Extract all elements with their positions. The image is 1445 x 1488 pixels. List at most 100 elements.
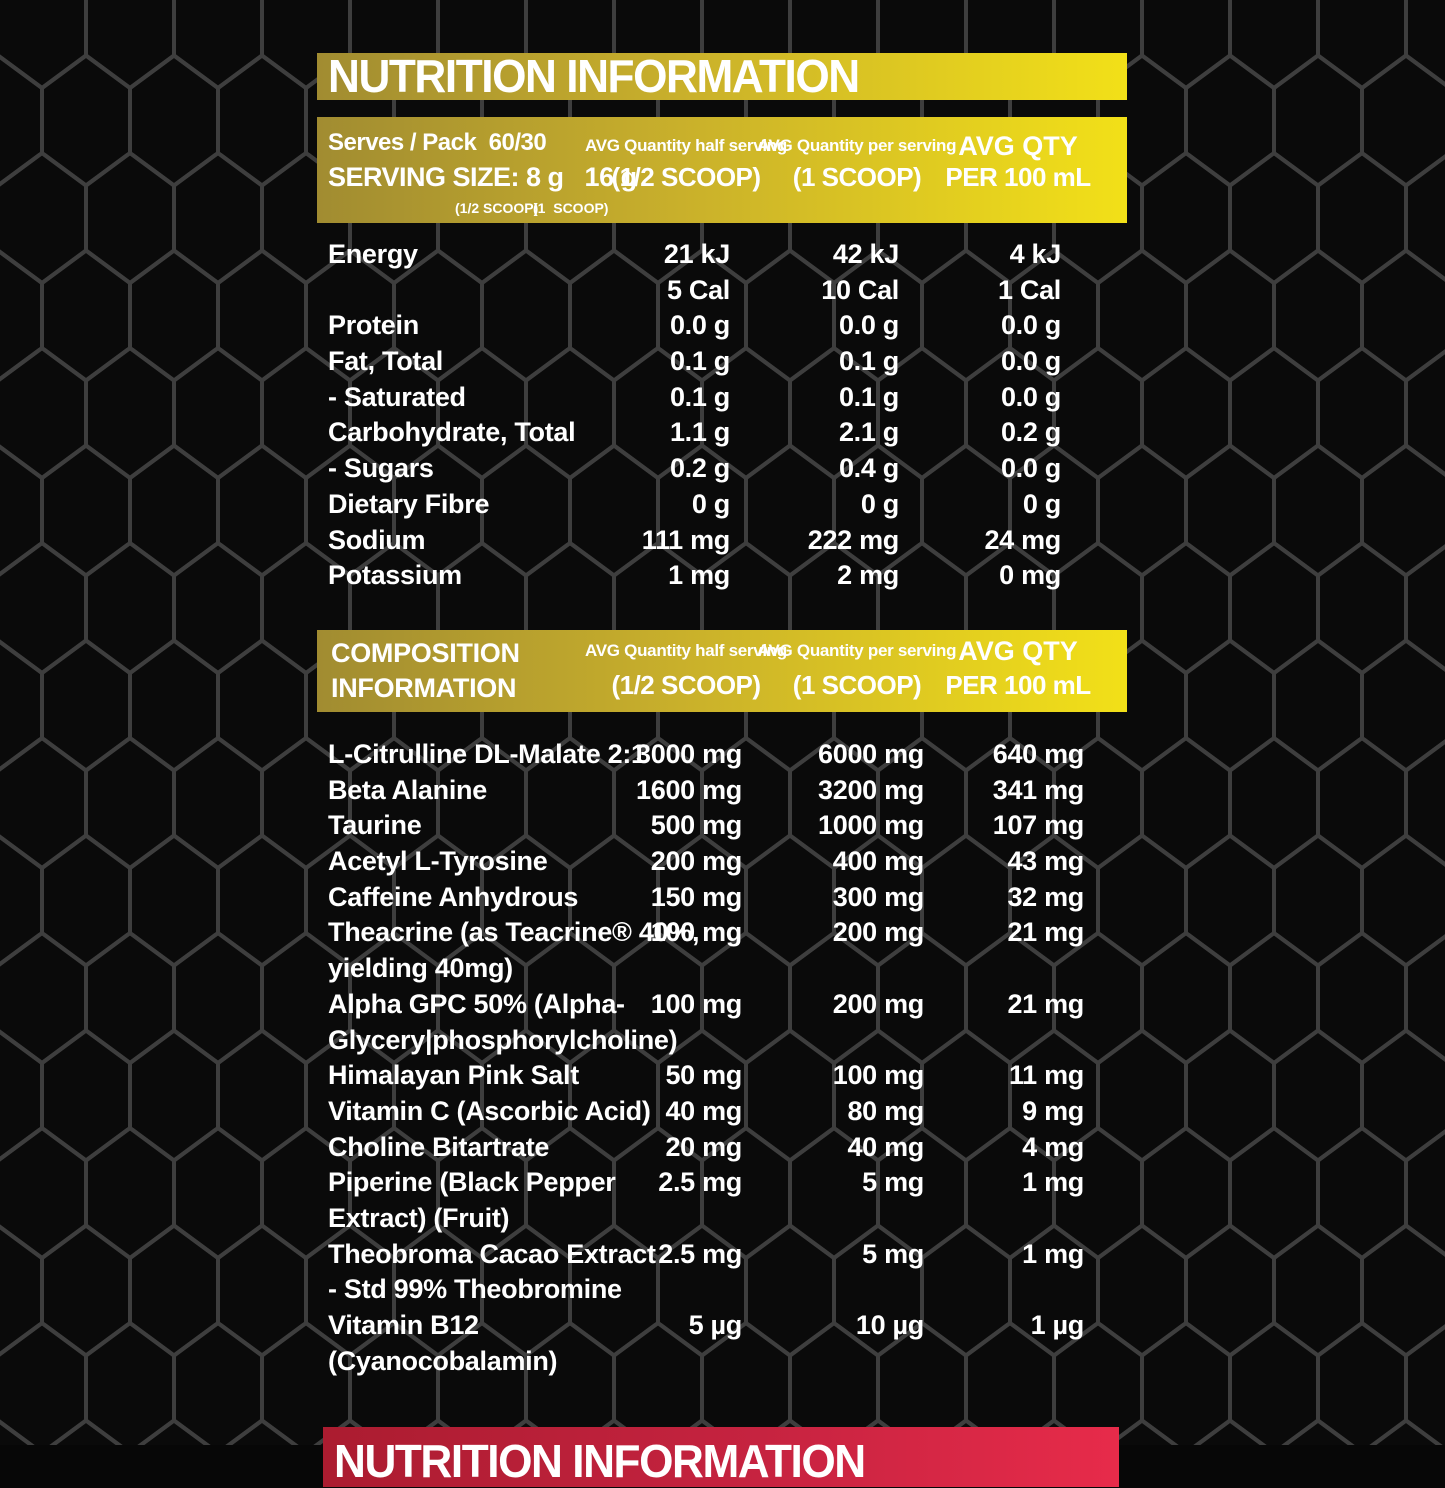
value-per-serving: 300 mg <box>832 881 925 912</box>
row-label: Sodium <box>328 524 426 555</box>
value-per-serving: 0.1 g <box>838 346 899 377</box>
value-per-serving: 5 mg <box>862 1167 924 1198</box>
value-per-serving: 222 mg <box>807 524 900 555</box>
row-label: Energy <box>328 239 418 269</box>
row-label: Piperine (Black Pepper <box>328 1167 616 1198</box>
value-per-100ml: 0.2 g <box>1000 417 1061 448</box>
table-row: Alpha GPC 50% (Alpha- Glycery|phosphorylc… <box>317 987 1127 1058</box>
value-per-100ml: 21 mg <box>1007 917 1084 948</box>
value-per-serving: 5 mg <box>862 1238 924 1269</box>
column-header-one-scoop: (1 SCOOP) <box>792 162 922 192</box>
value-per-100ml: 341 mg <box>992 774 1085 805</box>
value-half-serving: 0 g <box>691 488 730 519</box>
value-half-serving: 1 mg <box>668 560 730 591</box>
table-row: Piperine (Black Pepper Extract) (Fruit) 2.… <box>317 1165 1127 1236</box>
column-header-per-serving: AVG Quantity per serving <box>757 641 957 660</box>
value-per-100ml: 1 µg <box>1030 1310 1085 1341</box>
table-row: Choline Bitartrate 20 mg 40 mg 4 mg <box>317 1130 1127 1166</box>
value-per-100ml: 107 mg <box>992 810 1085 841</box>
value-half-serving: 21 kJ <box>663 239 730 269</box>
table-row: Beta Alanine 1600 mg 3200 mg 341 mg <box>317 773 1127 809</box>
value-per-100ml: 1 Cal <box>997 274 1061 305</box>
table-row: Caffeine Anhydrous 150 mg 300 mg 32 mg <box>317 880 1127 916</box>
table-row: - Saturated 0.1 g 0.1 g 0.0 g <box>317 380 1127 416</box>
value-per-100ml: 0.0 g <box>1000 381 1061 412</box>
value-half-serving: 2.5 mg <box>658 1167 742 1198</box>
value-per-serving: 6000 mg <box>818 739 924 769</box>
value-half-serving: 100 mg <box>650 988 743 1019</box>
value-per-100ml: 0 mg <box>999 560 1061 591</box>
value-per-serving: 0 g <box>860 488 899 519</box>
bottom-nutrition-information-title: NUTRITION INFORMATION <box>334 1435 866 1487</box>
table-row: Theobroma Cacao Extract - Std 99% Theobro… <box>317 1237 1127 1308</box>
value-per-100ml: 4 mg <box>1022 1131 1084 1162</box>
serving-size-sub-half-scoop: (1/2 SCOOP) <box>455 200 539 216</box>
column-header-half-scoop: (1/2 SCOOP) <box>611 670 761 700</box>
column-header-per-100ml: PER 100 mL <box>945 162 1091 192</box>
value-half-serving: 1600 mg <box>636 774 742 805</box>
table-row: Energy 21 kJ 42 kJ 4 kJ <box>317 237 1127 273</box>
row-label: Dietary Fibre <box>328 488 490 519</box>
composition-title-line2: INFORMATION <box>331 673 517 703</box>
row-label-line2: yielding 40mg) <box>328 953 513 984</box>
value-per-serving: 1000 mg <box>818 810 924 841</box>
value-half-serving: 100 mg <box>650 917 743 948</box>
table-row: Taurine 500 mg 1000 mg 107 mg <box>317 808 1127 844</box>
value-half-serving: 0.2 g <box>669 453 730 484</box>
row-label: Caffeine Anhydrous <box>328 881 579 912</box>
value-per-serving: 0.1 g <box>838 381 899 412</box>
value-per-100ml: 0.0 g <box>1000 310 1061 341</box>
value-per-serving: 200 mg <box>832 988 925 1019</box>
row-label: Taurine <box>328 810 422 841</box>
row-label: Beta Alanine <box>328 774 487 805</box>
serving-header: Serves / Pack 60/30 SERVING SIZE: 8 g 16… <box>317 117 1127 223</box>
row-label: Fat, Total <box>328 346 443 377</box>
table-row: Dietary Fibre 0 g 0 g 0 g <box>317 487 1127 523</box>
column-header-avg-qty: AVG QTY <box>958 636 1078 666</box>
value-per-serving: 100 mg <box>832 1060 925 1091</box>
row-label: Alpha GPC 50% (Alpha- <box>328 988 625 1019</box>
serves-per-pack: Serves / Pack 60/30 <box>328 129 547 156</box>
value-per-100ml: 1 mg <box>1022 1167 1084 1198</box>
table-row: Carbohydrate, Total 1.1 g 2.1 g 0.2 g <box>317 415 1127 451</box>
row-label: Protein <box>328 310 419 341</box>
row-label: Vitamin C (Ascorbic Acid) <box>328 1095 651 1126</box>
value-per-100ml: 43 mg <box>1007 846 1084 877</box>
table-row: Protein 0.0 g 0.0 g 0.0 g <box>317 308 1127 344</box>
value-per-serving: 2.1 g <box>838 417 899 448</box>
table-row: Fat, Total 0.1 g 0.1 g 0.0 g <box>317 344 1127 380</box>
table-row: L-Citrulline DL-Malate 2:1 3000 mg 6000 mg… <box>317 737 1127 773</box>
value-per-serving: 0.0 g <box>838 310 899 341</box>
value-half-serving: 3000 mg <box>636 739 742 769</box>
row-label-line2: Glycery|phosphorylcholine) <box>328 1024 678 1055</box>
column-header-half-scoop: (1/2 SCOOP) <box>611 162 761 192</box>
value-per-100ml: 0.0 g <box>1000 346 1061 377</box>
value-half-serving: 20 mg <box>665 1131 742 1162</box>
value-half-serving: 2.5 mg <box>658 1238 742 1269</box>
row-label: Choline Bitartrate <box>328 1131 550 1162</box>
value-half-serving: 0.1 g <box>669 381 730 412</box>
column-header-one-scoop: (1 SCOOP) <box>792 670 922 700</box>
value-per-100ml: 1 mg <box>1022 1238 1084 1269</box>
value-half-serving: 50 mg <box>665 1060 742 1091</box>
value-per-100ml: 0 g <box>1022 488 1061 519</box>
serving-size-sub-one-scoop: (1 SCOOP) <box>533 200 609 216</box>
composition-title-line1: COMPOSITION <box>331 638 520 668</box>
table-row: Vitamin C (Ascorbic Acid) 40 mg 80 mg 9 mg <box>317 1094 1127 1130</box>
value-per-serving: 400 mg <box>832 846 925 877</box>
table-row: Theacrine (as Teacrine® 40%, yielding 40m… <box>317 915 1127 986</box>
nutrition-information-banner: NUTRITION INFORMATION <box>317 53 1127 100</box>
row-label: Himalayan Pink Salt <box>328 1060 579 1091</box>
composition-table: L-Citrulline DL-Malate 2:1 3000 mg 6000 mg… <box>317 737 1127 1379</box>
row-label: - Saturated <box>328 381 466 412</box>
value-half-serving: 1.1 g <box>669 417 730 448</box>
value-per-100ml: 640 mg <box>992 739 1085 769</box>
row-label-line2: - Std 99% Theobromine <box>328 1274 622 1305</box>
row-label: L-Citrulline DL-Malate 2:1 <box>328 739 646 769</box>
column-header-per-serving: AVG Quantity per serving <box>757 136 957 155</box>
value-half-serving: 200 mg <box>650 846 743 877</box>
value-per-serving: 42 kJ <box>832 239 899 269</box>
row-label: - Sugars <box>328 453 434 484</box>
table-row: Sodium 111 mg 222 mg 24 mg <box>317 523 1127 559</box>
nutrition-table: Energy 21 kJ 42 kJ 4 kJ 5 Cal 10 Cal 1 Cal Prot… <box>317 237 1127 594</box>
